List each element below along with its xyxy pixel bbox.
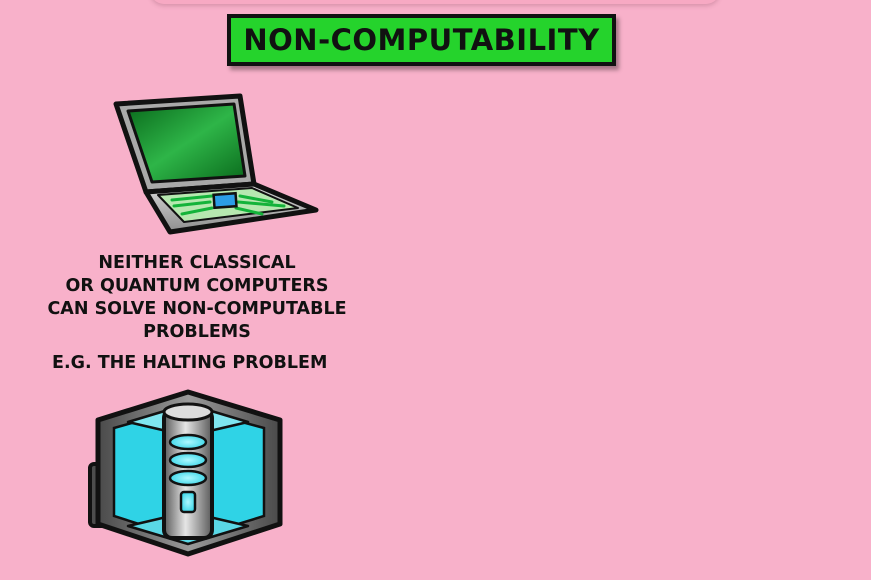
page-title: NON-COMPUTABILITY <box>243 23 600 57</box>
caption: NEITHER CLASSICAL OR QUANTUM COMPUTERS C… <box>30 252 364 344</box>
caption-line: PROBLEMS <box>143 322 251 342</box>
example-text: E.G. THE HALTING PROBLEM <box>52 353 328 373</box>
title-banner: NON-COMPUTABILITY <box>227 14 616 66</box>
caption-line: CAN SOLVE NON-COMPUTABLE <box>47 299 347 319</box>
caption-line: NEITHER CLASSICAL <box>98 253 296 273</box>
caption-line: OR QUANTUM COMPUTERS <box>65 276 329 296</box>
quantum-computer-icon <box>88 389 283 557</box>
laptop-icon <box>113 93 319 235</box>
top-decoration <box>150 0 720 4</box>
